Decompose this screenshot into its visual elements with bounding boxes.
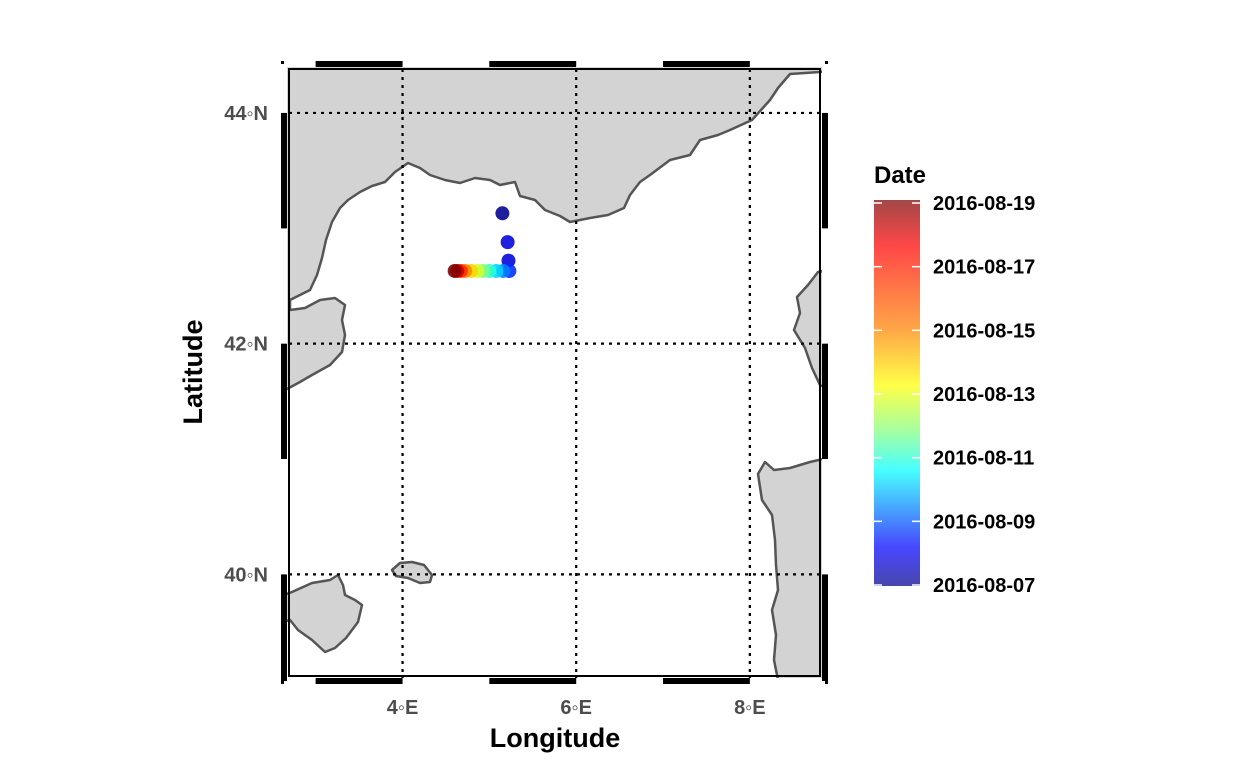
legend-label-5: 2016-08-09 <box>933 511 1035 533</box>
frame-segment-left-4 <box>281 112 287 229</box>
x-tick-label-1: 6◦E <box>560 697 592 719</box>
legend-title: Date <box>874 162 926 189</box>
data-point-1 <box>500 235 515 250</box>
x-tick-label-0: 4◦E <box>387 697 419 719</box>
land-mainland-france-spain <box>281 61 828 393</box>
frame-segment-left-0 <box>281 574 287 681</box>
frame-segment-right-0 <box>822 574 828 681</box>
y-tick-label-0: 40◦N <box>224 564 268 586</box>
frame-segment-bottom-3 <box>489 678 577 684</box>
data-point-13 <box>447 263 462 278</box>
frame-segment-bottom-6 <box>749 678 825 684</box>
colorbar <box>874 200 920 586</box>
map-frame <box>281 61 828 684</box>
frame-segment-right-3 <box>822 228 828 344</box>
data-point-0 <box>495 206 510 221</box>
frame-segment-top-5 <box>663 61 750 67</box>
y-tick-label-1: 42◦N <box>224 334 268 356</box>
legend-label-0: 2016-08-19 <box>933 193 1035 215</box>
frame-segment-right-5 <box>822 64 828 113</box>
frame-segment-bottom-2 <box>402 678 490 684</box>
frame-segment-left-3 <box>281 228 287 344</box>
frame-segment-left-1 <box>281 459 287 575</box>
x-axis-title: Longitude <box>490 723 620 753</box>
frame-segment-right-2 <box>822 343 828 460</box>
frame-segment-top-6 <box>749 61 825 67</box>
legend-label-1: 2016-08-17 <box>933 257 1035 279</box>
y-tick-label-2: 44◦N <box>224 103 268 125</box>
frame-segment-top-1 <box>315 61 403 67</box>
frame-segment-left-5 <box>281 64 287 113</box>
frame-segment-top-3 <box>489 61 577 67</box>
legend-label-3: 2016-08-13 <box>933 384 1035 406</box>
land-mallorca <box>281 573 364 654</box>
frame-segment-bottom-5 <box>663 678 750 684</box>
legend-label-6: 2016-08-07 <box>933 575 1035 597</box>
frame-segment-bottom-4 <box>576 678 664 684</box>
legend-label-4: 2016-08-11 <box>933 448 1034 470</box>
y-axis-title: Latitude <box>178 320 208 425</box>
frame-segment-bottom-0 <box>284 678 316 684</box>
x-tick-labels: 4◦E 6◦E 8◦E <box>387 697 766 719</box>
x-tick-label-2: 8◦E <box>734 697 766 719</box>
graticule <box>281 61 828 684</box>
frame-segment-left-2 <box>281 343 287 460</box>
data-point-2 <box>501 253 516 268</box>
trajectory-points <box>447 206 517 278</box>
frame-segment-bottom-1 <box>315 678 403 684</box>
frame-segment-top-0 <box>284 61 316 67</box>
frame-segment-top-4 <box>576 61 664 67</box>
legend-label-2: 2016-08-15 <box>933 320 1035 342</box>
colorbar-legend: Date 2016-08-19 2016-08-17 2016-08-15 2016-… <box>874 162 1035 597</box>
frame-segment-right-1 <box>822 459 828 575</box>
frame-segment-top-2 <box>402 61 490 67</box>
y-tick-labels: 40◦N 42◦N 44◦N <box>224 103 268 586</box>
frame-segment-right-4 <box>822 112 828 229</box>
